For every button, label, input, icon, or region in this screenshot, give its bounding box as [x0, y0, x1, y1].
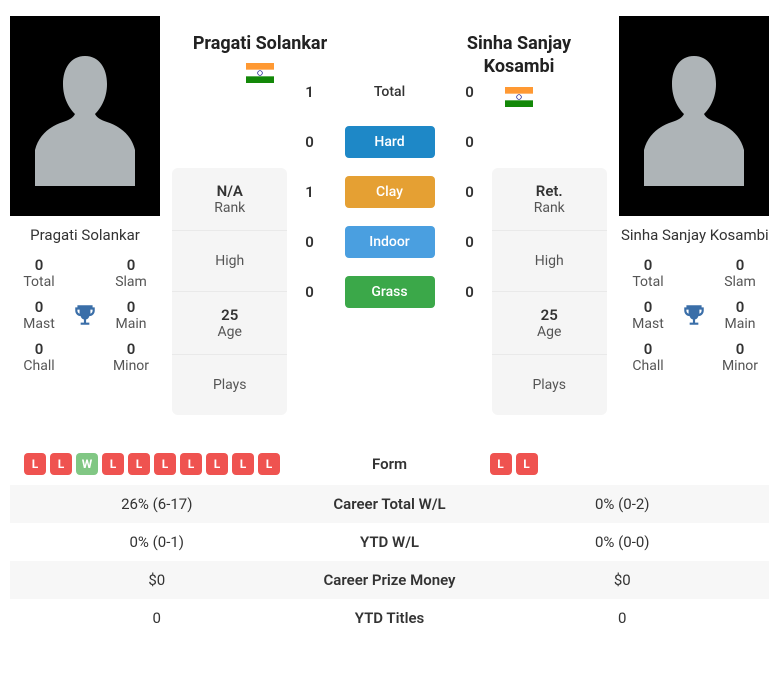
trophy-icon	[681, 302, 707, 328]
comparison-label: YTD Titles	[290, 609, 490, 627]
form-badge[interactable]: W	[76, 453, 98, 475]
surface-pill-clay[interactable]: Clay	[345, 176, 435, 208]
player-name-left: Pragati Solankar	[10, 216, 160, 256]
h2h-right-count: 0	[460, 233, 480, 251]
h2h-center: 1 Total 0 0 Hard 0 1 Clay 0 0 Indoor 0 0 Grass 0	[300, 16, 480, 308]
h2h-left-count: 0	[300, 233, 320, 251]
comparison-row: 26% (6-17)Career Total W/L0% (0-2)	[10, 485, 769, 523]
titles-minor-left: 0 Minor	[102, 340, 160, 374]
h2h-right-count: 0	[460, 183, 480, 201]
comparison-right-value: 0	[490, 609, 756, 627]
silhouette-icon	[644, 46, 744, 186]
titles-mast-left: 0 Mast	[10, 298, 68, 332]
titles-mast-right: 0 Mast	[619, 298, 677, 332]
comparison-left-value: LLWLLLLLLL	[24, 453, 290, 475]
stat-high-right: High	[492, 231, 607, 292]
titles-minor-right: 0 Minor	[711, 340, 769, 374]
comparison-right-value: 0% (0-0)	[490, 533, 756, 551]
stat-rank-left: N/A Rank	[172, 168, 287, 231]
titles-grid-left: 0 Total 0 Slam 0 Mast 0 Main	[10, 256, 160, 374]
comparison-label: Form	[290, 455, 490, 473]
comparison-left-value: 26% (6-17)	[24, 495, 290, 513]
stat-age-right: 25 Age	[492, 292, 607, 355]
comparison-label: YTD W/L	[290, 533, 490, 551]
titles-main-left: 0 Main	[102, 298, 160, 332]
h2h-row-hard: 0 Hard 0	[300, 126, 480, 158]
surface-pill-grass[interactable]: Grass	[345, 276, 435, 308]
titles-main-right: 0 Main	[711, 298, 769, 332]
comparison-right-value: $0	[490, 571, 756, 589]
form-badge[interactable]: L	[128, 453, 150, 475]
stat-plays-right: Plays	[492, 355, 607, 415]
comparison-left-value: $0	[24, 571, 290, 589]
comparison-right-value: 0% (0-2)	[490, 495, 756, 513]
comparison-left-value: 0	[24, 609, 290, 627]
titles-slam-left: 0 Slam	[102, 256, 160, 290]
form-badge[interactable]: L	[24, 453, 46, 475]
h2h-row-indoor: 0 Indoor 0	[300, 226, 480, 258]
h2h-right-count: 0	[460, 283, 480, 301]
form-badge[interactable]: L	[490, 453, 512, 475]
h2h-right-count: 0	[460, 133, 480, 151]
comparison-row: 0YTD Titles0	[10, 599, 769, 637]
comparison-row: LLWLLLLLLLFormLL	[10, 443, 769, 485]
player-card-left: Pragati Solankar 0 Total 0 Slam 0 Mast	[10, 16, 160, 374]
titles-total-right: 0 Total	[619, 256, 677, 290]
form-badges-right: LL	[490, 453, 756, 475]
h2h-left-count: 0	[300, 283, 320, 301]
form-badge[interactable]: L	[258, 453, 280, 475]
h2h-left-count: 1	[300, 83, 320, 101]
h2h-row-grass: 0 Grass 0	[300, 276, 480, 308]
stat-rank-right: Ret. Rank	[492, 168, 607, 231]
stat-age-left: 25 Age	[172, 292, 287, 355]
titles-slam-right: 0 Slam	[711, 256, 769, 290]
comparison-label: Career Total W/L	[290, 495, 490, 513]
titles-total-left: 0 Total	[10, 256, 68, 290]
titles-chall-left: 0 Chall	[10, 340, 68, 374]
form-badge[interactable]: L	[102, 453, 124, 475]
surface-pill-hard[interactable]: Hard	[345, 126, 435, 158]
comparison-row: 0% (0-1)YTD W/L0% (0-0)	[10, 523, 769, 561]
h2h-left-count: 1	[300, 183, 320, 201]
player-card-right: Sinha Sanjay Kosambi 0 Total 0 Slam 0 Ma…	[619, 16, 769, 374]
silhouette-icon	[35, 46, 135, 186]
stat-column-left: N/A Rank High 25 Age Plays	[172, 168, 287, 415]
h2h-surface-list: 1 Total 0 0 Hard 0 1 Clay 0 0 Indoor 0 0 Grass 0	[300, 76, 480, 308]
form-badge[interactable]: L	[516, 453, 538, 475]
comparison-row: $0Career Prize Money$0	[10, 561, 769, 599]
form-badge[interactable]: L	[50, 453, 72, 475]
form-badge[interactable]: L	[180, 453, 202, 475]
form-badge[interactable]: L	[232, 453, 254, 475]
player-name-right: Sinha Sanjay Kosambi	[619, 216, 769, 256]
stat-plays-left: Plays	[172, 355, 287, 415]
comparison-right-value: LL	[490, 453, 756, 475]
comparison-table: LLWLLLLLLLFormLL26% (6-17)Career Total W…	[10, 443, 769, 637]
form-badge[interactable]: L	[154, 453, 176, 475]
h2h-row-total: 1 Total 0	[300, 76, 480, 108]
comparison-left-value: 0% (0-1)	[24, 533, 290, 551]
form-badge[interactable]: L	[206, 453, 228, 475]
surface-pill-indoor[interactable]: Indoor	[345, 226, 435, 258]
head-to-head-section: Pragati Solankar 0 Total 0 Slam 0 Mast	[10, 16, 769, 415]
titles-chall-right: 0 Chall	[619, 340, 677, 374]
player-photo-left	[10, 16, 160, 216]
form-badges-left: LLWLLLLLLL	[24, 453, 290, 475]
comparison-label: Career Prize Money	[290, 571, 490, 589]
player-photo-right	[619, 16, 769, 216]
titles-grid-right: 0 Total 0 Slam 0 Mast 0 Main	[619, 256, 769, 374]
h2h-left-count: 0	[300, 133, 320, 151]
h2h-row-clay: 1 Clay 0	[300, 176, 480, 208]
h2h-right-count: 0	[460, 83, 480, 101]
trophy-icon	[72, 302, 98, 328]
stat-column-right: Ret. Rank High 25 Age Plays	[492, 168, 607, 415]
stat-high-left: High	[172, 231, 287, 292]
h2h-total-label: Total	[345, 76, 435, 108]
